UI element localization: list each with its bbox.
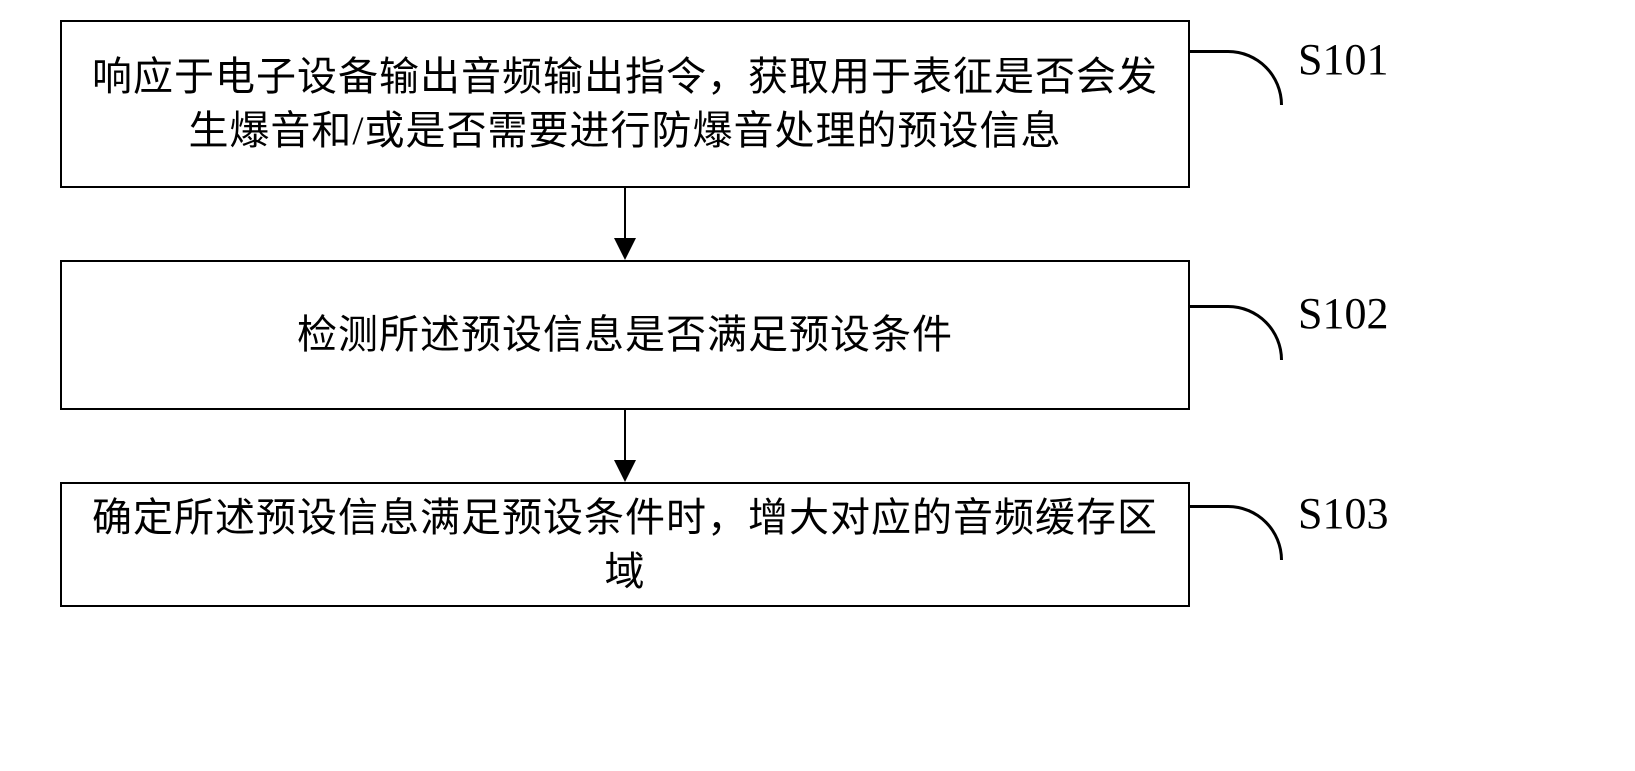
step-label-s101: S101 bbox=[1298, 34, 1388, 85]
flowchart-node-s103: 确定所述预设信息满足预设条件时，增大对应的音频缓存区域 bbox=[60, 482, 1190, 607]
label-connector bbox=[1188, 505, 1283, 560]
flowchart-node-s102: 检测所述预设信息是否满足预设条件 bbox=[60, 260, 1190, 410]
step-label-s103: S103 bbox=[1298, 488, 1388, 539]
arrow-line bbox=[624, 410, 626, 462]
arrow-head-icon bbox=[614, 460, 636, 482]
flowchart-node-s101: 响应于电子设备输出音频输出指令，获取用于表征是否会发生爆音和/或是否需要进行防爆… bbox=[60, 20, 1190, 188]
node-text: 响应于电子设备输出音频输出指令，获取用于表征是否会发生爆音和/或是否需要进行防爆… bbox=[62, 42, 1188, 166]
label-connector bbox=[1188, 50, 1283, 105]
flowchart-container: 响应于电子设备输出音频输出指令，获取用于表征是否会发生爆音和/或是否需要进行防爆… bbox=[60, 20, 1460, 607]
label-connector bbox=[1188, 305, 1283, 360]
arrow-head-icon bbox=[614, 238, 636, 260]
arrow-line bbox=[624, 188, 626, 240]
node-text: 确定所述预设信息满足预设条件时，增大对应的音频缓存区域 bbox=[62, 483, 1188, 607]
flowchart-arrow bbox=[60, 188, 1190, 260]
node-text: 检测所述预设信息是否满足预设条件 bbox=[283, 300, 967, 370]
step-label-s102: S102 bbox=[1298, 288, 1388, 339]
flowchart-arrow bbox=[60, 410, 1190, 482]
